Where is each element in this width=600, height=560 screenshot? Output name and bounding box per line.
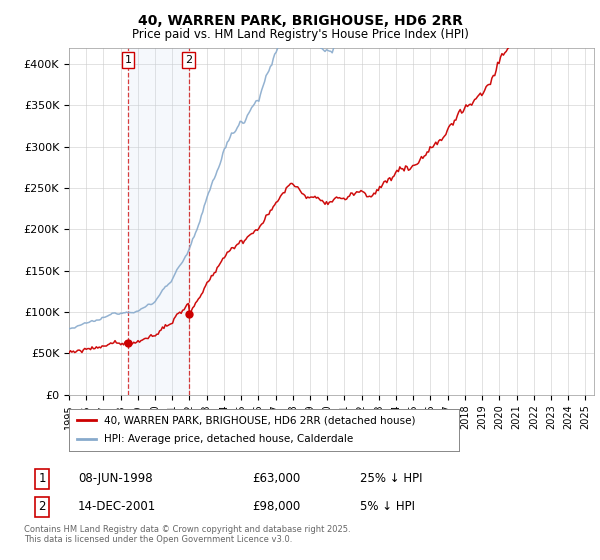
- Text: £63,000: £63,000: [252, 472, 300, 486]
- Text: Price paid vs. HM Land Registry's House Price Index (HPI): Price paid vs. HM Land Registry's House …: [131, 28, 469, 41]
- Text: 2: 2: [185, 55, 192, 65]
- Text: 2: 2: [38, 500, 46, 514]
- Text: Contains HM Land Registry data © Crown copyright and database right 2025.
This d: Contains HM Land Registry data © Crown c…: [24, 525, 350, 544]
- Text: 40, WARREN PARK, BRIGHOUSE, HD6 2RR (detached house): 40, WARREN PARK, BRIGHOUSE, HD6 2RR (det…: [104, 415, 416, 425]
- Text: 40, WARREN PARK, BRIGHOUSE, HD6 2RR: 40, WARREN PARK, BRIGHOUSE, HD6 2RR: [137, 14, 463, 28]
- Text: 1: 1: [125, 55, 132, 65]
- Text: 1: 1: [38, 472, 46, 486]
- Text: 08-JUN-1998: 08-JUN-1998: [78, 472, 152, 486]
- Text: 14-DEC-2001: 14-DEC-2001: [78, 500, 156, 514]
- Text: 5% ↓ HPI: 5% ↓ HPI: [360, 500, 415, 514]
- Text: 25% ↓ HPI: 25% ↓ HPI: [360, 472, 422, 486]
- Bar: [128, 48, 188, 395]
- Text: HPI: Average price, detached house, Calderdale: HPI: Average price, detached house, Cald…: [104, 435, 353, 445]
- Text: £98,000: £98,000: [252, 500, 300, 514]
